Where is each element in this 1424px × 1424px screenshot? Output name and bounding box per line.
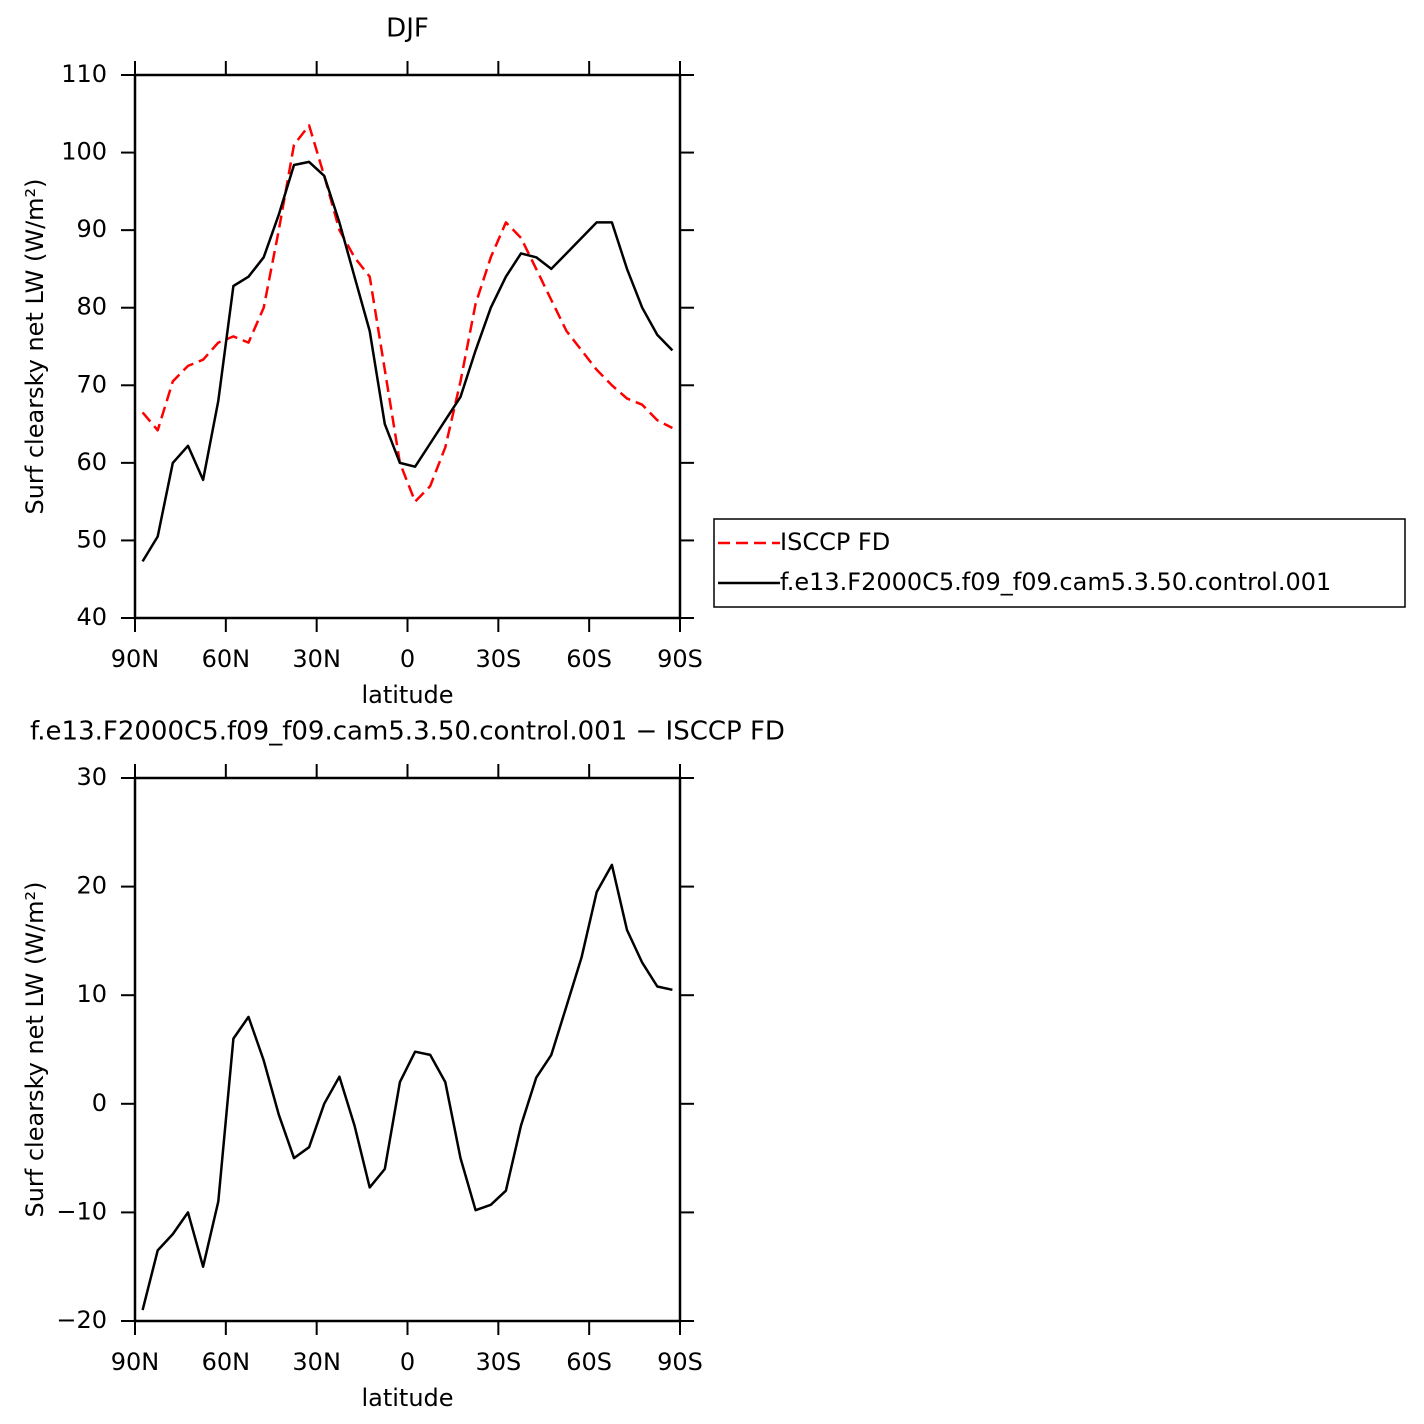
chart-title: DJF [386, 14, 429, 44]
y-tick-label: 40 [76, 603, 107, 631]
legend-box [713, 518, 1406, 608]
x-tick-label: 90S [657, 1348, 703, 1376]
chart-title: f.e13.F2000C5.f09_f09.cam5.3.50.control.… [30, 717, 785, 747]
y-tick-label: 100 [61, 138, 107, 166]
y-axis-label: Surf clearsky net LW (W/m²) [21, 881, 49, 1217]
legend-label: ISCCP FD [780, 528, 890, 556]
y-tick-label: −10 [56, 1197, 107, 1225]
data-line [141, 160, 674, 563]
data-line [141, 124, 673, 503]
data-line [141, 863, 673, 1311]
x-tick-label: 30S [475, 645, 521, 673]
x-tick-label: 60N [202, 1348, 251, 1376]
x-tick-label: 30S [475, 1348, 521, 1376]
y-axis-label: Surf clearsky net LW (W/m²) [21, 178, 49, 514]
plot-frame [133, 73, 682, 620]
x-tick-label: 90N [111, 645, 160, 673]
x-tick-label: 90S [657, 645, 703, 673]
x-tick-label: 0 [400, 1348, 415, 1376]
x-tick-label: 60S [566, 645, 612, 673]
x-tick-label: 30N [292, 645, 341, 673]
y-tick-label: 10 [76, 980, 107, 1008]
x-tick-label: 60S [566, 1348, 612, 1376]
y-tick-label: 50 [76, 525, 107, 553]
y-tick-label: 80 [76, 293, 107, 321]
y-tick-label: −20 [56, 1306, 107, 1334]
x-tick-label: 90N [111, 1348, 160, 1376]
y-tick-label: 0 [92, 1089, 107, 1117]
x-axis-label: latitude [361, 1384, 453, 1412]
y-tick-label: 70 [76, 370, 107, 398]
y-tick-label: 90 [76, 215, 107, 243]
x-tick-label: 0 [400, 645, 415, 673]
y-tick-label: 60 [76, 448, 107, 476]
x-tick-label: 60N [202, 645, 251, 673]
legend-label: f.e13.F2000C5.f09_f09.cam5.3.50.control.… [780, 568, 1331, 596]
y-tick-label: 110 [61, 60, 107, 88]
y-tick-label: 30 [76, 763, 107, 791]
y-tick-label: 20 [76, 872, 107, 900]
x-axis-label: latitude [361, 681, 453, 709]
x-tick-label: 30N [292, 1348, 341, 1376]
plot-frame [133, 776, 682, 1323]
